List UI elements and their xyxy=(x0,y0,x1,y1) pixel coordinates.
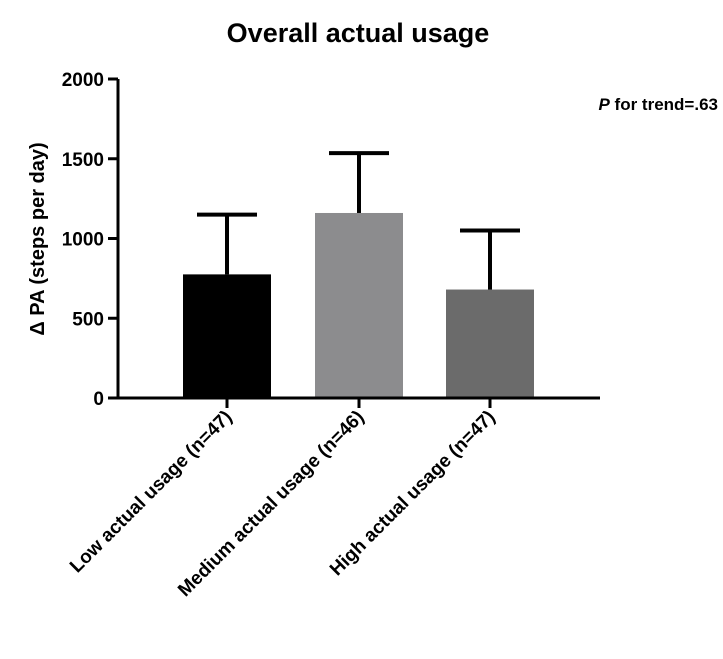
bar-2 xyxy=(446,289,534,398)
trend-annotation-text: for trend=.63 xyxy=(610,95,718,114)
y-tick-label: 1500 xyxy=(62,150,104,171)
y-axis-label: Δ PA (steps per day) xyxy=(27,142,49,335)
y-tick-label: 2000 xyxy=(62,70,104,91)
bar-1 xyxy=(315,212,403,398)
chart-title: Overall actual usage xyxy=(227,18,490,48)
y-tick-label: 500 xyxy=(72,309,104,330)
trend-annotation: P for trend=.63 xyxy=(598,95,718,114)
y-tick-label: 1000 xyxy=(62,230,104,251)
bar-0 xyxy=(183,274,271,398)
y-tick-label: 0 xyxy=(93,389,104,410)
trend-annotation-p: P xyxy=(598,95,610,114)
